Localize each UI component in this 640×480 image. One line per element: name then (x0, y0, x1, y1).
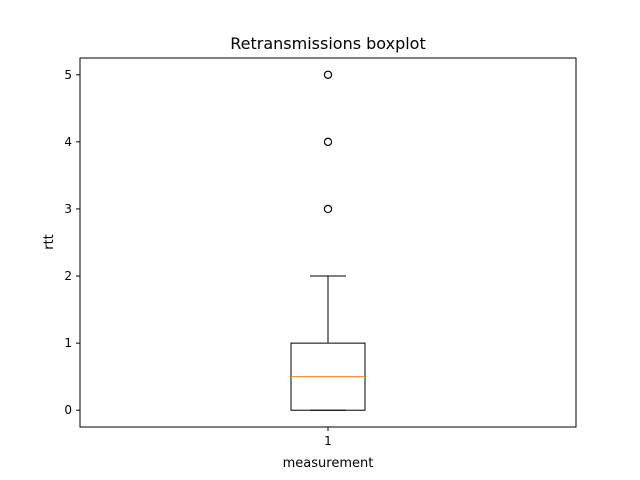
y-tick-label: 4 (64, 135, 72, 149)
y-tick-label: 3 (64, 202, 72, 216)
x-axis-label: measurement (283, 456, 374, 471)
y-tick-label: 2 (64, 269, 72, 283)
y-axis-label: rtt (42, 234, 57, 250)
outlier-point (323, 70, 333, 79)
x-tick-label: 1 (324, 434, 332, 448)
plot-area-frame (79, 57, 577, 428)
x-axis: 1 (324, 427, 332, 448)
y-tick-label: 5 (64, 68, 72, 82)
y-tick-label: 1 (64, 336, 72, 350)
chart-title: Retransmissions boxplot (230, 34, 425, 53)
y-tick-label: 0 (64, 403, 72, 417)
y-axis: 0 1 2 3 4 5 (64, 68, 80, 417)
box-series (290, 70, 366, 411)
outlier-point (323, 204, 333, 214)
outlier-point (323, 137, 333, 147)
